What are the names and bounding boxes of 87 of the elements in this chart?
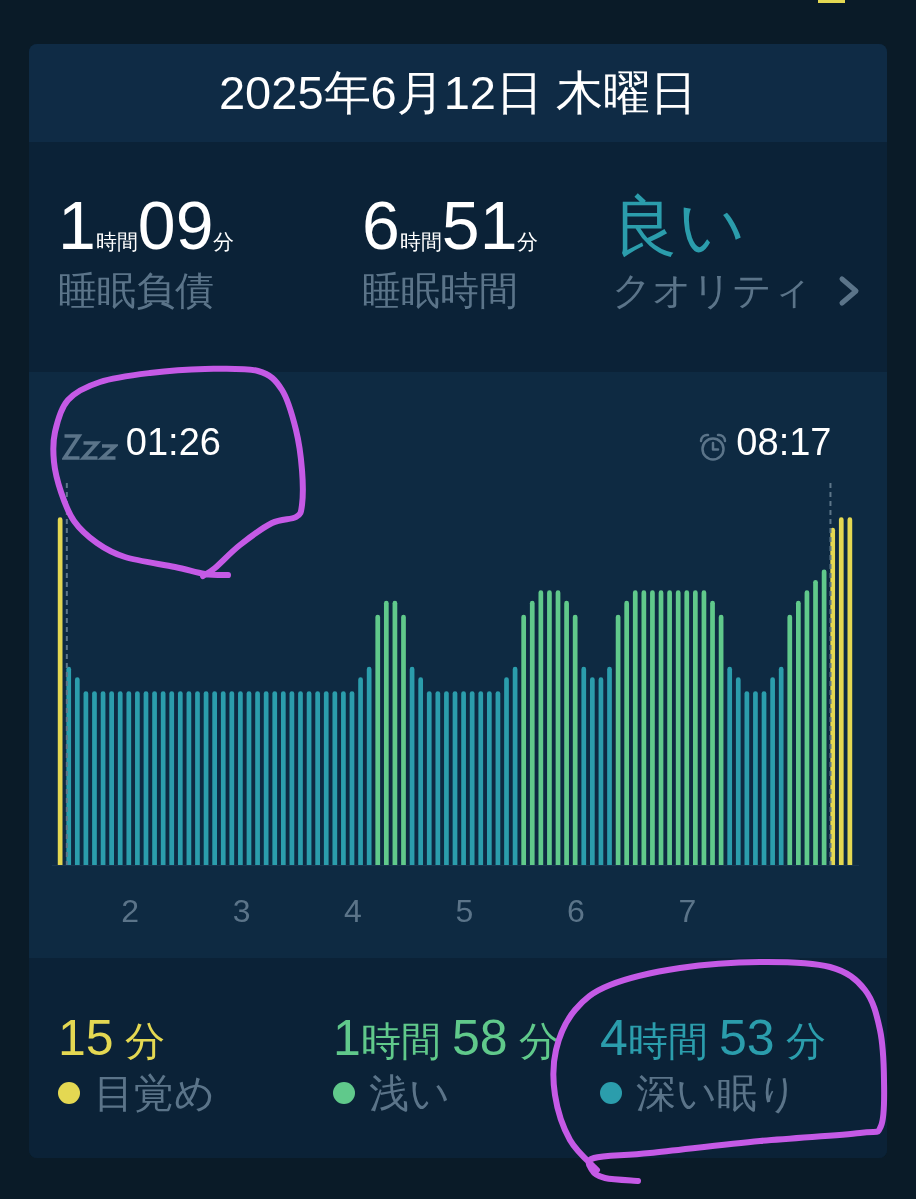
x-tick-label: 7 [678,893,697,930]
bar [692,590,698,865]
bar [332,691,338,865]
x-tick-label: 2 [121,893,139,930]
bar [220,691,226,865]
bar [529,600,535,865]
bar [238,691,243,865]
x-tick-label: 6 [567,893,585,930]
bar [444,691,449,865]
bar [461,691,466,865]
bar [667,590,672,865]
text: 1時間09分 [58,187,235,263]
bar [426,691,432,865]
bar [770,677,775,865]
text: クオリティ [612,268,812,314]
bar [152,691,157,865]
text: 4時間 53 分 [600,1010,826,1066]
bar [547,590,552,865]
bar [341,691,346,865]
bar [744,691,750,865]
text: 2025年6月12日 木曜日 [218,64,698,121]
bar [624,600,630,865]
bar [74,677,80,865]
bar [383,600,389,865]
bar [323,691,329,865]
bar [684,590,690,865]
bar [435,691,441,865]
bar [135,691,140,865]
bar [813,579,818,865]
text: 睡眠時間 [362,268,518,314]
bar [126,691,132,865]
bar [195,691,200,865]
text: 良い [612,189,746,263]
bar [504,677,509,865]
bar [469,691,475,865]
bar [117,691,123,865]
bar [727,666,733,865]
bar [735,677,741,865]
bar [538,590,544,865]
text: 01:26 [125,421,221,464]
bar [478,691,484,865]
bar [521,614,527,865]
bar [375,614,381,865]
bar [160,691,166,865]
text: 15 分 [58,1010,165,1066]
bar [710,600,715,865]
x-tick-label: 5 [455,893,474,930]
bar [212,691,218,865]
bar [796,600,801,865]
text: 08:17 [736,421,832,464]
bar [263,691,269,865]
bar [298,691,303,865]
bar [280,691,286,865]
bar [418,677,424,865]
legend-label: 浅い [369,1069,450,1117]
bar [486,691,492,865]
bar [177,691,183,865]
bar [675,590,681,865]
text: 6時間51分 [362,187,539,263]
bar [572,614,578,865]
x-tick-label: 3 [232,893,251,930]
bar [315,691,321,865]
bar [358,677,363,865]
bar [169,691,175,865]
bar [632,590,638,865]
bar [109,691,114,865]
bar [589,677,595,865]
bar [401,614,406,865]
bar [229,691,235,865]
bar [607,666,612,865]
bar [366,666,372,865]
bar [641,590,647,865]
legend-label: 深い眠り [636,1069,798,1117]
bar [564,600,569,865]
bar [838,517,844,865]
bar [92,691,97,865]
bar [778,666,784,865]
bar [255,691,260,865]
bar [272,691,278,865]
bar [753,691,758,865]
bar [650,590,655,865]
legend-label: 目覚め [94,1069,215,1117]
bar [787,614,793,865]
text: 1時間 58 分 [333,1010,559,1066]
x-tick-label: 4 [344,893,362,930]
text: 睡眠負債 [58,268,214,314]
bar [581,666,587,865]
